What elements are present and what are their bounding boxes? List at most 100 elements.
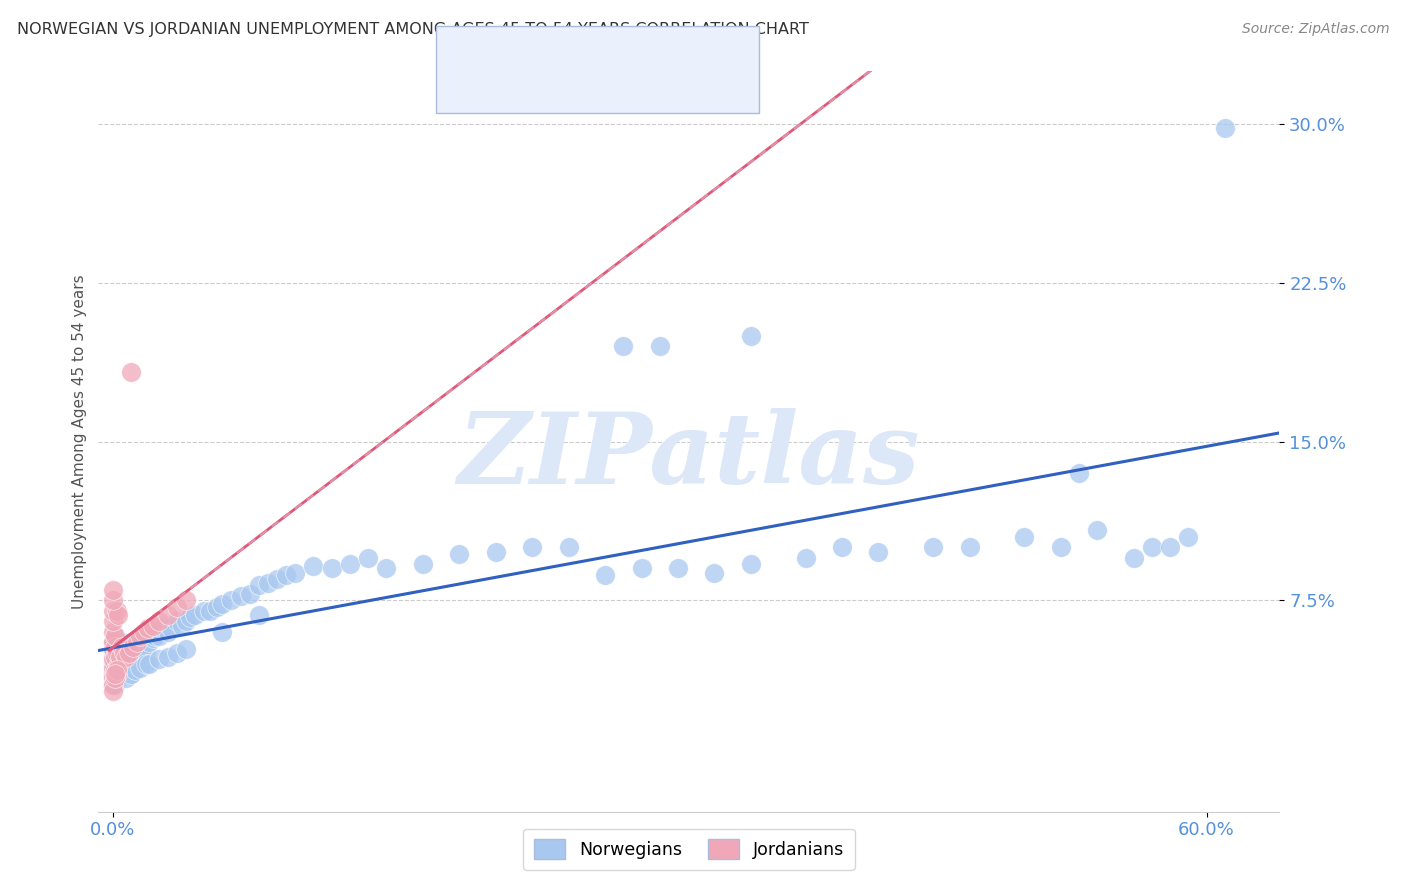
Point	[101, 652, 124, 666]
Legend: Norwegians, Jordanians: Norwegians, Jordanians	[523, 829, 855, 870]
Point	[174, 615, 197, 629]
Point	[132, 640, 155, 654]
Text: R =: R =	[491, 38, 527, 56]
Point	[122, 640, 145, 654]
Point	[179, 610, 201, 624]
Point	[375, 561, 398, 575]
Point	[104, 663, 127, 677]
Point	[129, 629, 152, 643]
Point	[143, 629, 166, 643]
Point	[131, 635, 153, 649]
Text: ZIPatlas: ZIPatlas	[458, 409, 920, 505]
Point	[357, 550, 380, 565]
Point	[101, 635, 124, 649]
Point	[124, 650, 146, 665]
Point	[110, 650, 132, 665]
Point	[1122, 550, 1144, 565]
Point	[205, 599, 228, 614]
Point	[118, 650, 141, 665]
Text: N =: N =	[592, 73, 640, 91]
Point	[105, 667, 128, 681]
Point	[101, 657, 124, 671]
Point	[107, 658, 129, 673]
Point	[648, 339, 671, 353]
Point	[221, 593, 243, 607]
Point	[239, 587, 262, 601]
Point	[148, 652, 170, 666]
Point	[1049, 541, 1071, 555]
Point	[105, 633, 128, 648]
Point	[101, 624, 124, 639]
Point	[124, 663, 146, 677]
Point	[110, 667, 132, 681]
Point	[557, 541, 579, 555]
Point	[105, 604, 128, 618]
Point	[111, 640, 134, 654]
Y-axis label: Unemployment Among Ages 45 to 54 years: Unemployment Among Ages 45 to 54 years	[72, 274, 87, 609]
Point	[166, 615, 188, 629]
Point	[101, 650, 124, 665]
Point	[740, 558, 762, 572]
Point	[321, 561, 343, 575]
Point	[339, 558, 361, 572]
Point	[135, 646, 157, 660]
Point	[666, 561, 689, 575]
Point	[117, 657, 139, 671]
Point	[104, 640, 127, 654]
Point	[1177, 530, 1199, 544]
Point	[184, 607, 207, 622]
Point	[284, 566, 307, 580]
Point	[111, 635, 134, 649]
Point	[105, 672, 128, 686]
Point	[105, 646, 128, 660]
Point	[101, 641, 124, 656]
Point	[114, 650, 136, 665]
Point	[107, 607, 129, 622]
Point	[156, 624, 179, 639]
Point	[138, 635, 160, 649]
Point	[522, 541, 544, 555]
Point	[104, 650, 127, 665]
Point	[112, 641, 135, 656]
Text: R =: R =	[491, 73, 527, 91]
Point	[112, 667, 135, 681]
Point	[868, 544, 890, 558]
Point	[276, 567, 298, 582]
Point	[114, 672, 136, 686]
Point	[104, 663, 127, 677]
Text: Source: ZipAtlas.com: Source: ZipAtlas.com	[1241, 22, 1389, 37]
Point	[166, 646, 188, 660]
Point	[107, 672, 129, 686]
Point	[101, 667, 124, 681]
Point	[104, 650, 127, 665]
Point	[125, 646, 148, 660]
Point	[174, 593, 197, 607]
Text: 105: 105	[636, 38, 671, 56]
Point	[160, 621, 183, 635]
Point	[266, 572, 288, 586]
Point	[831, 541, 853, 555]
Point	[101, 672, 124, 686]
Point	[104, 629, 127, 643]
Point	[1014, 530, 1036, 544]
Point	[156, 607, 179, 622]
Point	[166, 599, 188, 614]
Point	[198, 604, 221, 618]
Point	[593, 567, 616, 582]
Point	[174, 641, 197, 656]
Point	[125, 635, 148, 649]
Point	[193, 604, 215, 618]
Point	[110, 661, 132, 675]
Point	[101, 615, 124, 629]
Point	[172, 618, 194, 632]
Point	[1213, 121, 1236, 136]
Point	[138, 657, 160, 671]
Point	[136, 621, 159, 635]
Point	[412, 558, 434, 572]
Text: 0.387: 0.387	[527, 38, 579, 56]
Point	[485, 544, 508, 558]
Point	[129, 661, 152, 675]
Point	[104, 678, 127, 692]
Point	[211, 624, 233, 639]
Point	[112, 663, 135, 677]
